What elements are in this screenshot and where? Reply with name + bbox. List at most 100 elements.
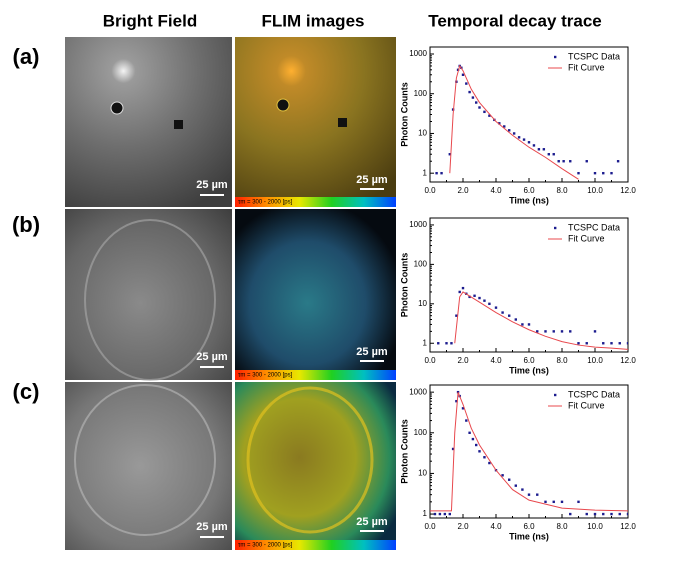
data-point [626, 342, 628, 345]
data-point [468, 431, 471, 434]
data-point [465, 82, 468, 85]
data-point [602, 342, 605, 345]
data-point [461, 73, 465, 76]
colorbar-label: τm = 300 - 2000 [ps] [238, 373, 293, 379]
data-point [610, 342, 613, 345]
colorbar-label: τm = 300 - 2000 [ps] [238, 200, 293, 206]
data-point [610, 171, 613, 175]
x-tick-label: 8.0 [556, 356, 568, 365]
data-point [552, 330, 555, 333]
y-axis-label: Photon Counts [399, 419, 409, 484]
x-tick-label: 0.0 [424, 186, 436, 195]
column-header: FLIM images [262, 11, 365, 30]
decay-chart: 0.0 2.0 4.0 6.0 8.0 10.0 12.0 1 10 100 1000 Time (n… [399, 384, 636, 541]
data-point [536, 493, 539, 496]
data-point [455, 399, 458, 403]
scale-bar-label: 25 µm [356, 174, 388, 186]
scale-bar-label: 25 µm [196, 521, 228, 533]
x-tick-label: 0.0 [424, 356, 436, 365]
x-tick-label: 4.0 [490, 186, 502, 195]
data-point [618, 342, 621, 345]
data-point [483, 299, 486, 302]
data-point [494, 306, 498, 309]
panel-label: (c) [13, 379, 40, 404]
data-point [585, 160, 588, 163]
data-point [610, 512, 613, 516]
data-point [478, 296, 481, 300]
data-point [593, 512, 597, 516]
data-point [458, 290, 461, 294]
data-point [503, 125, 506, 128]
data-point [433, 512, 437, 516]
x-tick-label: 8.0 [556, 186, 568, 195]
x-tick-label: 12.0 [620, 186, 636, 195]
x-axis-label: Time (ns) [509, 531, 549, 541]
x-tick-label: 10.0 [587, 522, 603, 531]
data-point [435, 171, 438, 175]
data-point [448, 512, 451, 516]
data-point [445, 342, 448, 345]
data-point [626, 512, 628, 516]
plot-area [435, 64, 620, 180]
data-point [557, 160, 560, 163]
x-tick-label: 8.0 [556, 522, 568, 531]
data-point [514, 484, 517, 487]
y-tick-label: 100 [414, 428, 428, 437]
data-point [461, 407, 465, 410]
data-point [569, 160, 572, 163]
x-tick-label: 6.0 [523, 356, 535, 365]
legend-label: TCSPC Data [568, 51, 620, 61]
scale-bar-label: 25 µm [356, 346, 388, 358]
data-point [569, 330, 572, 333]
data-point [585, 512, 588, 516]
data-point [536, 330, 539, 333]
data-point [488, 461, 491, 465]
x-axis-label: Time (ns) [509, 365, 549, 375]
x-tick-label: 0.0 [424, 522, 436, 531]
legend-label: TCSPC Data [568, 222, 620, 232]
panel-label: (a) [13, 44, 40, 69]
data-point [522, 138, 526, 141]
panel-label: (b) [12, 212, 40, 237]
data-point [618, 512, 621, 516]
legend-marker [554, 226, 557, 230]
legend-label: Fit Curve [568, 233, 605, 243]
data-point [552, 153, 555, 156]
decay-chart: 0.0 2.0 4.0 6.0 8.0 10.0 12.0 1 10 100 1000 Time (n… [399, 217, 636, 375]
data-point [451, 447, 455, 451]
fit-curve [454, 291, 628, 350]
data-point [521, 323, 524, 326]
scale-bar-label: 25 µm [196, 351, 228, 363]
x-tick-label: 2.0 [457, 522, 469, 531]
colorbar-label: τm = 300 - 2000 [ps] [238, 543, 293, 549]
y-tick-label: 10 [418, 299, 427, 308]
bright-field-image [65, 37, 232, 550]
data-point [478, 106, 481, 109]
data-point [560, 500, 564, 504]
data-point [488, 114, 491, 117]
data-point [593, 171, 597, 175]
x-tick-label: 12.0 [620, 356, 636, 365]
data-point [448, 153, 451, 156]
data-point [456, 68, 460, 72]
data-point [542, 148, 546, 151]
data-point [508, 314, 511, 317]
data-point [437, 342, 440, 345]
data-point [471, 96, 475, 99]
data-point [443, 512, 447, 516]
data-point [465, 419, 468, 422]
y-tick-label: 10 [418, 129, 427, 138]
x-tick-label: 6.0 [523, 522, 535, 531]
data-point [569, 512, 572, 516]
data-point [544, 330, 547, 333]
x-tick-label: 4.0 [490, 356, 502, 365]
y-axis-label: Photon Counts [399, 82, 409, 147]
data-point [501, 311, 504, 314]
x-tick-label: 4.0 [490, 522, 502, 531]
scale-bar-label: 25 µm [356, 516, 388, 528]
data-point [560, 330, 564, 333]
data-point [577, 171, 580, 175]
data-point [501, 474, 504, 477]
plot-area [437, 286, 628, 350]
data-point [537, 148, 541, 151]
